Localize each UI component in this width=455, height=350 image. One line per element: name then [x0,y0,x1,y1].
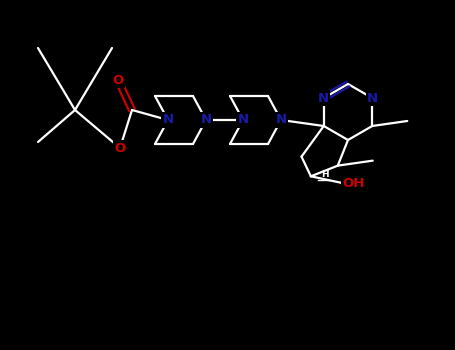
Text: N: N [201,113,212,126]
Text: O: O [114,141,126,154]
Text: N: N [162,113,173,126]
Text: N: N [367,91,378,105]
Text: N: N [275,113,287,126]
Text: H: H [321,170,329,179]
Text: N: N [238,113,248,126]
Text: OH: OH [342,177,364,190]
Text: N: N [318,91,329,105]
Text: O: O [112,74,124,86]
